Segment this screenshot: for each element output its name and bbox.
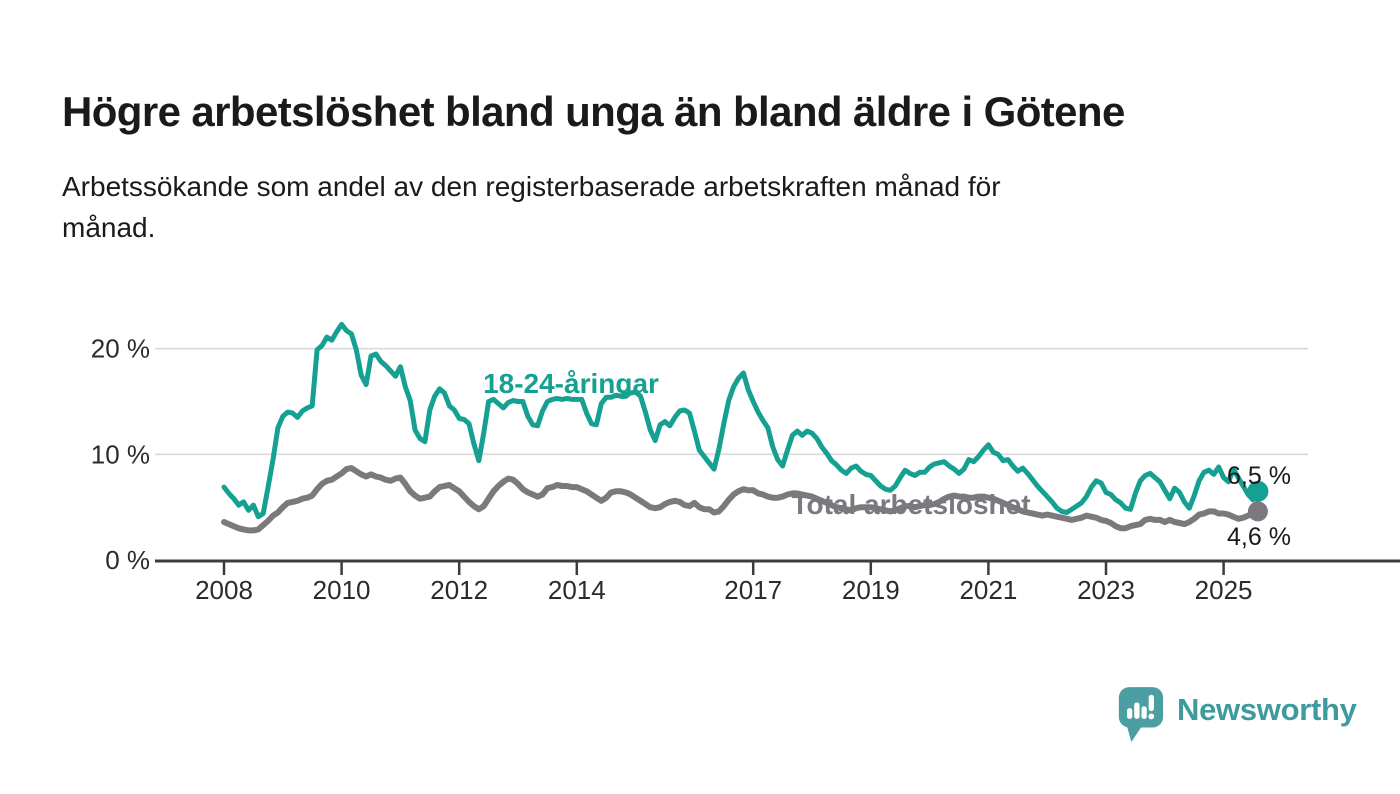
x-axis-label: 2017 [724,575,782,605]
x-axis-label: 2019 [842,575,900,605]
logo-exclamation-stem [1148,694,1154,712]
y-axis-label: 0 % [105,545,150,575]
y-axis-label: 20 % [91,334,150,364]
series-end-dot-total [1247,501,1268,522]
x-axis-label: 2008 [195,575,253,605]
subtitle-line-2: månad. [62,212,156,243]
brand-name: Newsworthy [1177,692,1357,727]
x-axis-label: 2021 [959,575,1017,605]
subtitle-line-1: Arbetssökande som andel av den registerb… [62,171,1001,202]
x-axis-label: 2023 [1077,575,1135,605]
series-line-young [221,321,1261,520]
end-value-label-total: 4,6 % [1227,523,1291,551]
series-label-young: 18-24-åringar [483,368,659,399]
x-axis-label: 2010 [313,575,371,605]
logo-bubble-tail [1126,724,1143,742]
page-title: Högre arbetslöshet bland unga än bland ä… [62,88,1125,136]
chart-subtitle: Arbetssökande som andel av den registerb… [62,166,1342,248]
end-value-label-young: 6,5 % [1227,462,1291,490]
y-axis-label: 10 % [91,439,150,469]
logo-bar-2 [1134,702,1140,719]
logo-bar-1 [1127,708,1133,719]
x-axis-label: 2025 [1195,575,1253,605]
logo-exclamation-dot [1148,713,1155,720]
chart-layers: 0 % 10 % 20 % 2008 2010 2012 2014 2017 2019 2021 2… [91,321,1400,605]
newsworthy-brand: Newsworthy [1114,684,1357,746]
x-axis-label: 2012 [430,575,488,605]
series-end-dot-young [1247,480,1269,502]
series-line-total [221,465,1261,534]
logo-speech-bubble [1118,687,1164,728]
newsworthy-logo-icon [1118,687,1164,742]
series-label-total: Total arbetslöshet [791,489,1030,520]
logo-bar-3 [1141,706,1147,719]
x-axis-label: 2014 [548,575,606,605]
